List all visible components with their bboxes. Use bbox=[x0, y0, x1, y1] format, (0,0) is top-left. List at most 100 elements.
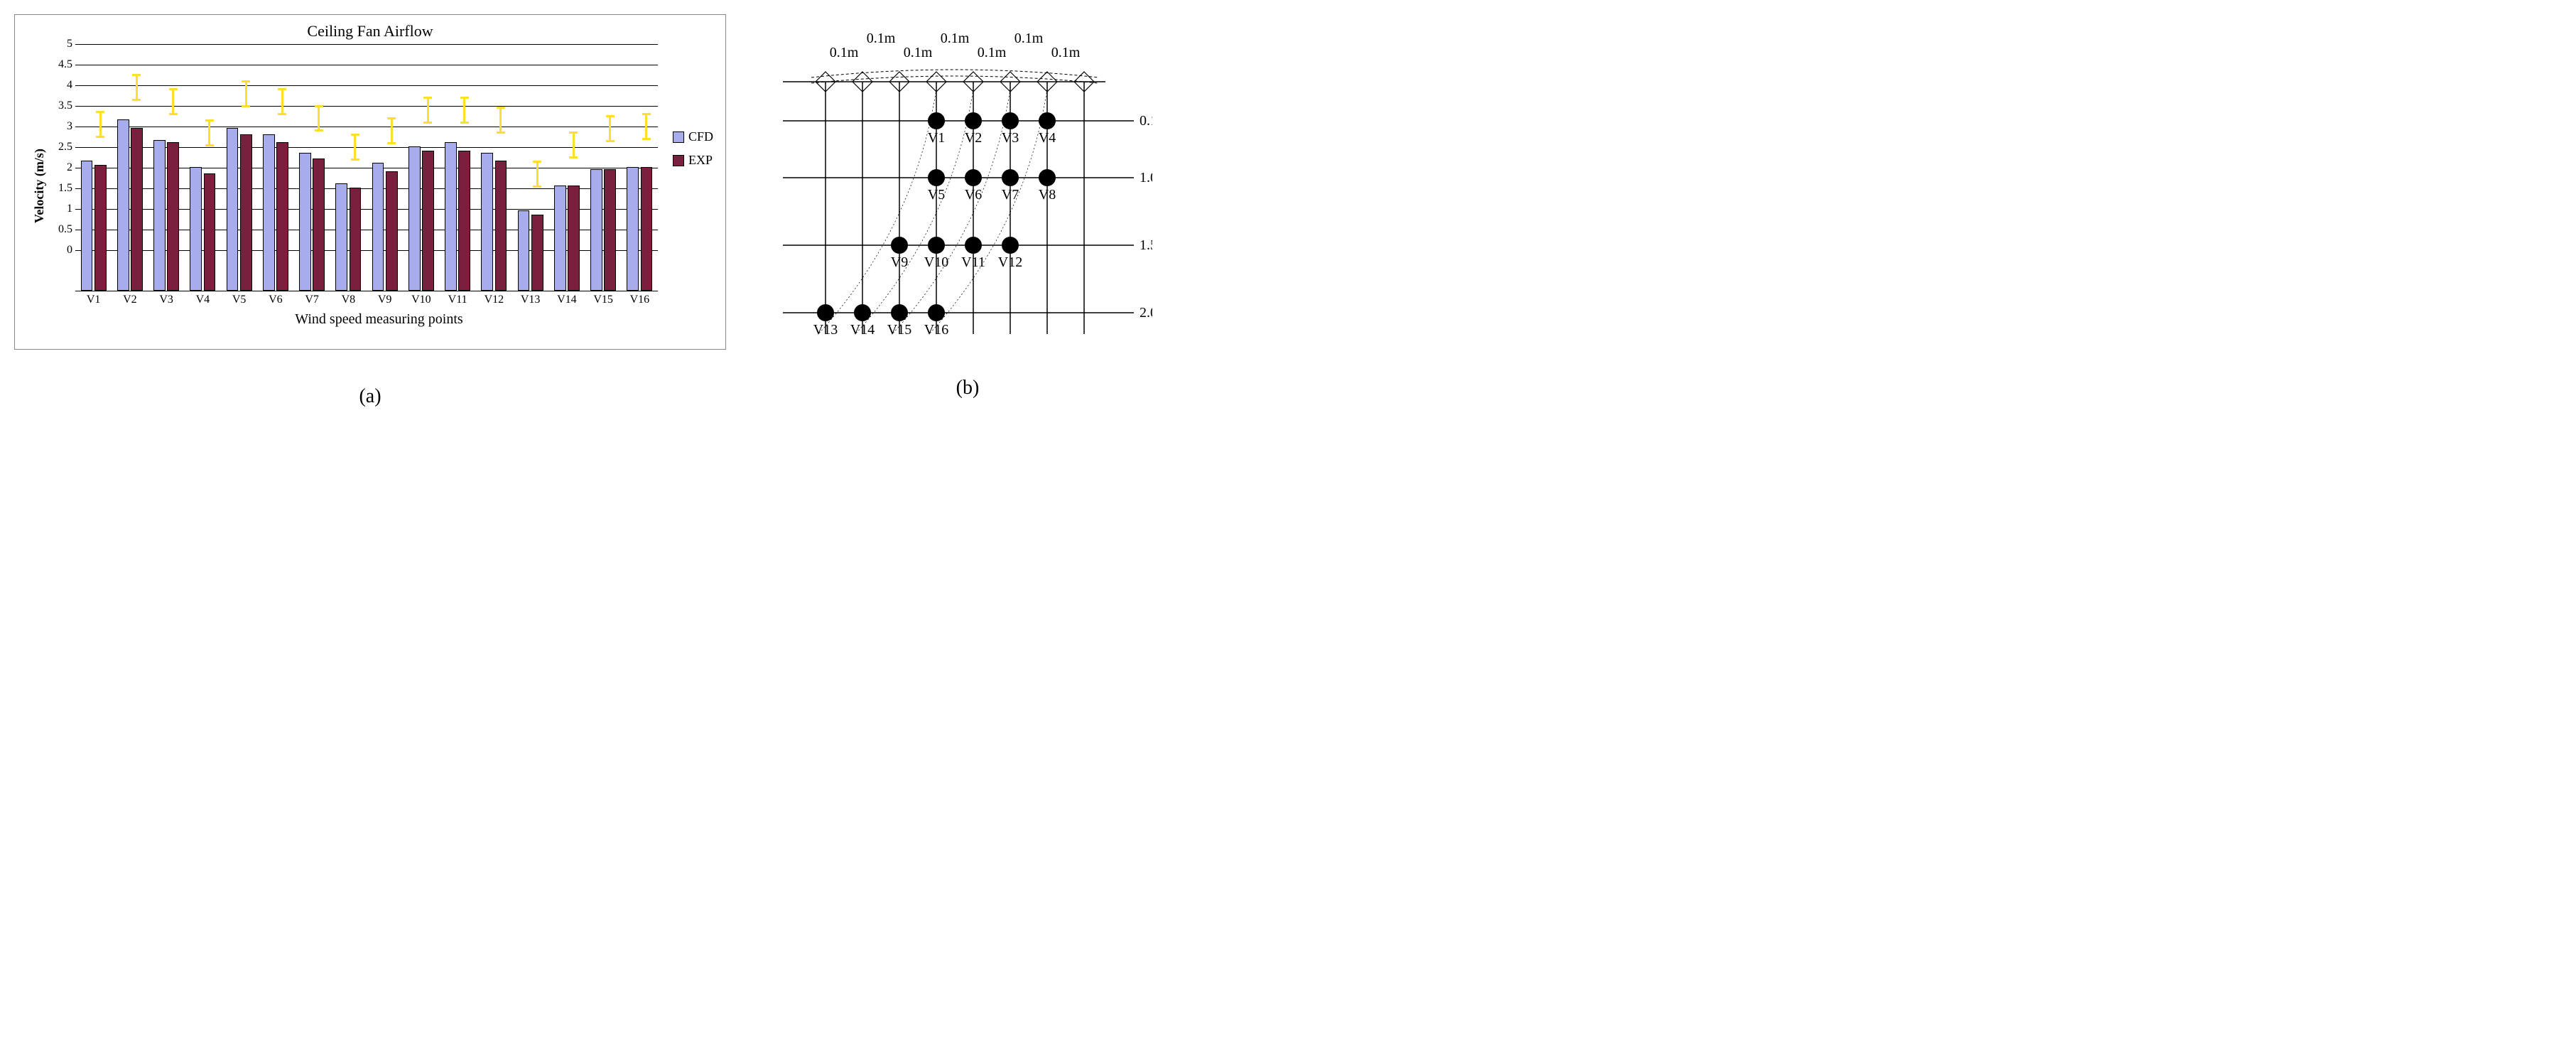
measure-point-label: V2 bbox=[965, 130, 982, 146]
xtick-label: V5 bbox=[232, 294, 247, 306]
x-axis-label: Wind speed measuring points bbox=[47, 311, 711, 328]
chart-box: Ceiling Fan Airflow Velocity (m/s) CFDEX… bbox=[14, 14, 726, 350]
error-cap bbox=[497, 107, 505, 109]
error-cap bbox=[132, 99, 141, 101]
measure-point bbox=[1039, 112, 1056, 129]
ytick-label: 1 bbox=[48, 203, 72, 215]
error-cap bbox=[315, 105, 323, 107]
xtick-label: V14 bbox=[557, 294, 577, 306]
xtick-label: V7 bbox=[305, 294, 319, 306]
error-cap bbox=[96, 111, 104, 113]
error-cap bbox=[242, 80, 250, 82]
chart-body: Velocity (m/s) CFDEXP 00.511.522.533.544… bbox=[29, 44, 711, 328]
bar bbox=[190, 167, 202, 291]
error-cap bbox=[387, 117, 396, 119]
bar bbox=[518, 210, 530, 291]
bar bbox=[94, 165, 107, 291]
bar bbox=[153, 140, 166, 291]
bar bbox=[227, 128, 239, 291]
error-cap bbox=[205, 119, 214, 122]
row-depth-label: 0.1m bbox=[1140, 113, 1152, 129]
xtick-label: V11 bbox=[448, 294, 467, 306]
row-depth-label: 1.0m bbox=[1140, 170, 1152, 186]
bar bbox=[445, 142, 457, 291]
error-bar bbox=[136, 75, 138, 100]
error-cap bbox=[351, 134, 359, 136]
error-bar bbox=[354, 135, 356, 160]
row-depth-label: 1.5m bbox=[1140, 237, 1152, 253]
bar bbox=[276, 142, 288, 291]
error-cap bbox=[205, 144, 214, 146]
bar bbox=[495, 161, 507, 291]
xtick-label: V9 bbox=[378, 294, 392, 306]
error-cap bbox=[423, 122, 432, 124]
measure-point bbox=[1039, 169, 1056, 186]
xtick-label: V6 bbox=[269, 294, 283, 306]
xtick-label: V1 bbox=[87, 294, 101, 306]
error-bar bbox=[391, 118, 393, 143]
error-bar bbox=[245, 81, 247, 106]
measure-point bbox=[928, 237, 945, 254]
error-bar bbox=[645, 114, 647, 139]
xtick-label: V4 bbox=[196, 294, 210, 306]
legend-item: EXP bbox=[673, 153, 713, 168]
xtick-label: V12 bbox=[485, 294, 504, 306]
measure-point-label: V16 bbox=[924, 322, 948, 338]
bar bbox=[422, 151, 434, 291]
error-cap bbox=[242, 105, 250, 107]
y-axis-label: Velocity (m/s) bbox=[29, 44, 47, 328]
bar bbox=[350, 188, 362, 291]
error-cap bbox=[533, 161, 541, 163]
measure-point-label: V10 bbox=[924, 254, 948, 270]
measure-point-label: V3 bbox=[1002, 130, 1019, 146]
error-bar bbox=[172, 90, 174, 114]
measure-point-label: V8 bbox=[1039, 187, 1056, 203]
bar bbox=[627, 167, 639, 291]
legend-label: EXP bbox=[688, 153, 713, 168]
measure-point bbox=[965, 169, 982, 186]
error-bar bbox=[463, 97, 465, 122]
bar bbox=[131, 128, 143, 291]
sublabel-a: (a) bbox=[359, 385, 381, 408]
col-spacing-label: 0.1m bbox=[867, 31, 896, 46]
ytick-label: 4 bbox=[48, 79, 72, 92]
error-cap bbox=[533, 186, 541, 188]
bar bbox=[204, 173, 216, 291]
chart-title: Ceiling Fan Airflow bbox=[29, 22, 711, 41]
error-bar bbox=[318, 106, 320, 131]
measurement-diagram: 0.1m0.1m0.1m0.1m0.1m0.1m0.1m0.1m1.0m1.5m… bbox=[783, 14, 1152, 341]
bar bbox=[263, 134, 275, 291]
measure-point-label: V6 bbox=[965, 187, 982, 203]
panel-b: 0.1m0.1m0.1m0.1m0.1m0.1m0.1m0.1m1.0m1.5m… bbox=[783, 14, 1152, 399]
ytick-label: 4.5 bbox=[48, 58, 72, 71]
measure-point-label: V1 bbox=[928, 130, 945, 146]
bar bbox=[604, 169, 616, 291]
bar bbox=[531, 215, 543, 291]
xtick-label: V15 bbox=[593, 294, 613, 306]
error-bar bbox=[427, 97, 429, 122]
error-cap bbox=[315, 129, 323, 131]
figure-container: Ceiling Fan Airflow Velocity (m/s) CFDEX… bbox=[14, 14, 2562, 408]
legend-swatch bbox=[673, 155, 684, 166]
measure-point-label: V9 bbox=[891, 254, 908, 270]
measure-point-label: V12 bbox=[998, 254, 1022, 270]
legend-swatch bbox=[673, 131, 684, 143]
xtick-label: V10 bbox=[411, 294, 431, 306]
col-spacing-label: 0.1m bbox=[1051, 45, 1081, 60]
bar bbox=[481, 153, 493, 291]
xtick-label: V16 bbox=[630, 294, 650, 306]
error-bar bbox=[281, 90, 283, 114]
measure-point-label: V13 bbox=[813, 322, 838, 338]
measure-point bbox=[854, 304, 871, 321]
bar bbox=[554, 186, 566, 291]
measure-point bbox=[1002, 112, 1019, 129]
ytick-label: 2.5 bbox=[48, 141, 72, 154]
measure-point-label: V4 bbox=[1039, 130, 1056, 146]
measure-point bbox=[965, 112, 982, 129]
xtick-label: V13 bbox=[521, 294, 541, 306]
ytick-label: 0 bbox=[48, 244, 72, 257]
error-cap bbox=[569, 156, 578, 158]
error-bar bbox=[499, 108, 502, 133]
measure-point-label: V5 bbox=[928, 187, 945, 203]
error-cap bbox=[569, 131, 578, 134]
